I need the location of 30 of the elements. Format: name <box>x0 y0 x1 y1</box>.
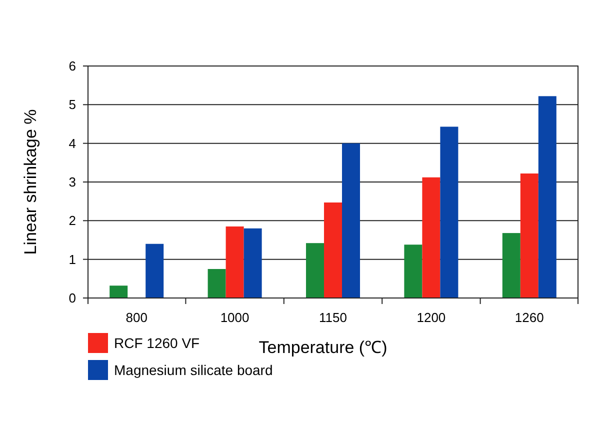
bar <box>244 228 262 298</box>
bar <box>422 177 440 298</box>
bar <box>324 202 342 298</box>
y-axis-title: Linear shrinkage % <box>21 109 40 255</box>
bar <box>404 244 422 298</box>
x-tick-label: 1150 <box>319 310 347 325</box>
x-tick-label: 1000 <box>220 310 250 325</box>
bar <box>538 96 556 298</box>
y-tick-label: 6 <box>68 58 76 74</box>
bar <box>520 173 538 298</box>
legend-label: RCF 1260 VF <box>114 335 200 351</box>
bar <box>110 286 128 298</box>
x-tick-label: 1260 <box>514 310 544 325</box>
y-tick-label: 3 <box>68 174 76 190</box>
y-tick-label: 5 <box>68 97 76 112</box>
y-tick-label: 4 <box>68 136 76 151</box>
bar <box>502 233 520 298</box>
x-tick-label: 800 <box>126 310 148 325</box>
bar <box>342 143 360 298</box>
x-axis-title: Temperature (℃) <box>258 338 388 357</box>
y-tick-label: 1 <box>68 252 76 267</box>
bar <box>306 243 324 298</box>
bar <box>208 269 226 298</box>
y-tick-label: 2 <box>68 213 76 228</box>
y-tick-label: 0 <box>68 290 76 306</box>
legend-label: Magnesium silicate board <box>114 362 273 378</box>
bar <box>440 126 458 298</box>
x-tick-label: 1200 <box>416 310 446 325</box>
bar <box>146 244 164 298</box>
bar <box>226 226 244 298</box>
